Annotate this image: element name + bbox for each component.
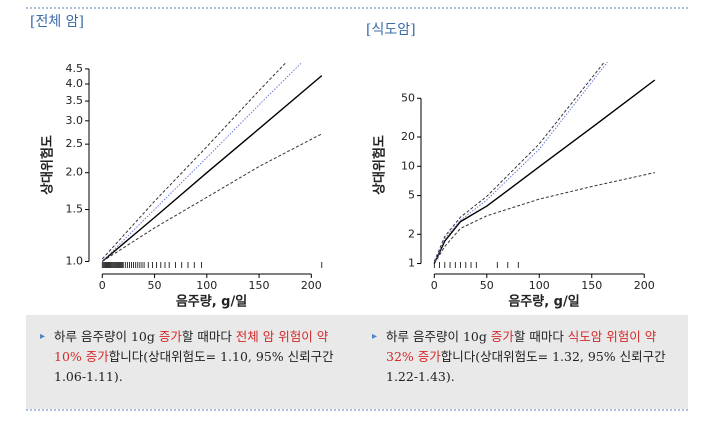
y-tick-label: 3.0 xyxy=(66,114,84,127)
x-tick-label: 50 xyxy=(148,279,162,292)
series-line xyxy=(101,63,302,262)
chart-title: [식도암] xyxy=(366,22,416,38)
note: 하루 음주량이 10g 증가할 때마다 전체 암 위험이 약 10% 증가합니다… xyxy=(40,327,354,387)
note-text: 증가 xyxy=(158,329,182,344)
series-line xyxy=(433,62,608,264)
note-text: 하루 음주량이 10g xyxy=(54,329,159,344)
y-tick-label: 2.0 xyxy=(66,166,84,179)
y-tick-label: 1.5 xyxy=(66,203,84,216)
note-text: 전체 암 위험이 약 10% 증가 xyxy=(54,329,329,364)
y-tick-label: 4.5 xyxy=(66,62,84,75)
chart: [식도암] 1 2 5 10 20 50 0 50 100 150 200 음주량, g/일 상대위험도 xyxy=(366,22,656,310)
note-text: 합니다(상대위험도= 1.32, 95% 신뢰구간 1.22-1.43). xyxy=(386,349,666,384)
y-tick-label: 1 xyxy=(408,257,415,270)
note-text: 하루 음주량이 10g xyxy=(386,329,491,344)
x-tick-label: 50 xyxy=(480,279,494,292)
x-tick-label: 100 xyxy=(529,279,550,292)
x-tick-label: 0 xyxy=(431,279,438,292)
y-axis-label: 상대위험도 xyxy=(40,135,56,195)
y-tick-label: 4.0 xyxy=(66,77,84,90)
x-tick-label: 200 xyxy=(301,279,322,292)
series-line xyxy=(433,79,656,264)
y-tick-label: 5 xyxy=(408,189,415,202)
x-tick-label: 0 xyxy=(99,279,106,292)
y-tick-label: 3.5 xyxy=(66,94,84,107)
x-axis-label: 음주량, g/일 xyxy=(508,294,579,310)
y-tick-label: 2 xyxy=(408,227,415,240)
y-tick-label: 10 xyxy=(401,159,415,172)
chart: [전체 암] 1.0 1.5 2.0 2.5 3.0 3.5 4.0 4.5 0 50 100 150 2… xyxy=(30,14,323,310)
series-line xyxy=(101,63,286,260)
x-tick-label: 150 xyxy=(249,279,270,292)
y-tick-label: 2.5 xyxy=(66,137,84,150)
x-axis-label: 음주량, g/일 xyxy=(176,294,247,310)
y-tick-label: 1.0 xyxy=(66,254,84,267)
chart-title: [전체 암] xyxy=(30,14,84,30)
x-tick-label: 150 xyxy=(581,279,602,292)
series-line xyxy=(101,75,323,262)
y-axis-label: 상대위험도 xyxy=(372,135,388,195)
lines xyxy=(433,62,656,264)
note-text: 합니다(상대위험도= 1.10, 95% 신뢰구간 1.06-1.11). xyxy=(54,349,334,384)
y-tick-label: 20 xyxy=(401,130,415,143)
series-line xyxy=(433,172,655,264)
series-line xyxy=(102,133,323,262)
notes-box: 하루 음주량이 10g 증가할 때마다 전체 암 위험이 약 10% 증가합니다… xyxy=(26,315,688,409)
note-text: 할 때마다 xyxy=(513,329,568,344)
lines xyxy=(101,63,323,262)
note-text: 식도암 위험이 약 32% 증가 xyxy=(386,329,657,364)
note-text: 증가 xyxy=(490,329,514,344)
x-tick-label: 100 xyxy=(196,279,217,292)
note-text: 할 때마다 xyxy=(181,329,236,344)
y-tick-label: 50 xyxy=(401,91,415,104)
x-tick-label: 200 xyxy=(634,279,655,292)
note: 하루 음주량이 10g 증가할 때마다 식도암 위험이 약 32% 증가합니다(… xyxy=(372,327,686,387)
series-line xyxy=(433,62,605,262)
